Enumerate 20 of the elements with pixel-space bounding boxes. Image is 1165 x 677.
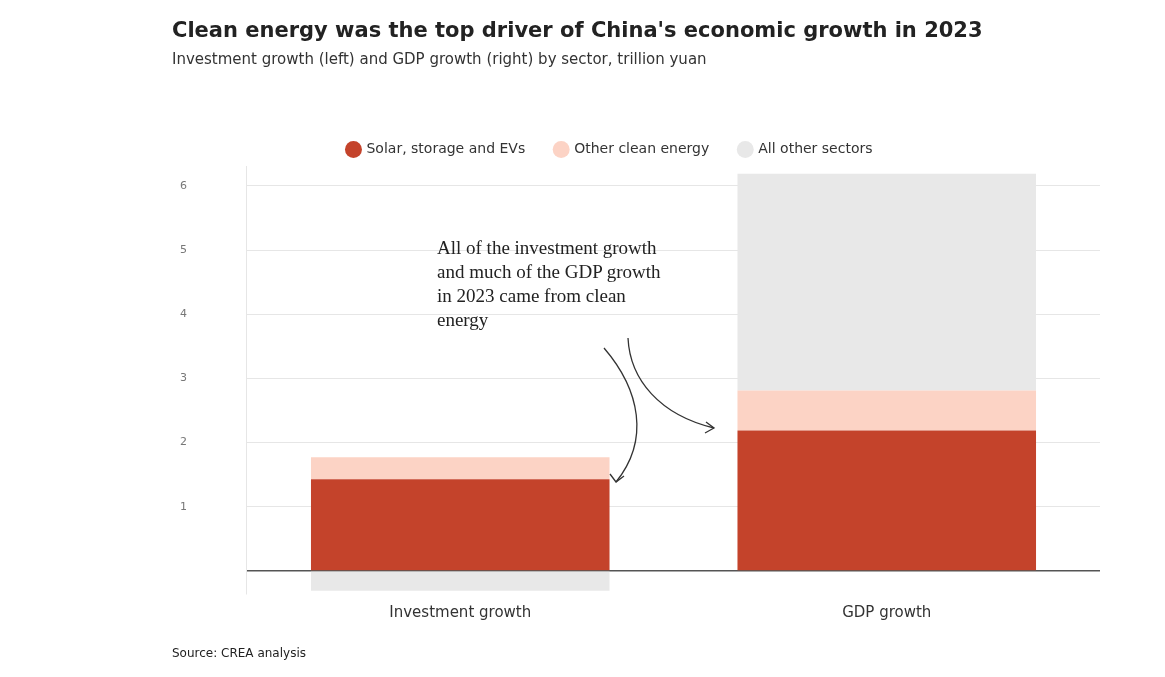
bar — [310, 479, 610, 571]
bar — [737, 390, 1037, 431]
y-tick-label: 4 — [180, 307, 187, 321]
y-tick-label: 1 — [180, 499, 187, 513]
x-tick-label: Investment growth — [389, 603, 532, 622]
y-tick-label: 6 — [180, 178, 187, 192]
annotation: All of the investment growth and much of the GDP growth in 2023 came from clean energy — [437, 236, 662, 332]
source-note: Source: CREA analysis — [172, 646, 306, 660]
legend-label: Solar, storage and EVs — [366, 140, 526, 157]
chart-subtitle: Investment growth (left) and GDP growth (right) by sector, trillion yuan — [172, 50, 707, 68]
y-tick-label: 5 — [180, 242, 187, 256]
y-tick-label: 2 — [180, 435, 187, 449]
chart-title: Clean energy was the top driver of China's economic growth in 2023 — [172, 18, 983, 42]
x-tick-label: GDP growth — [842, 603, 932, 622]
legend-label: Other clean energy — [574, 140, 710, 157]
bar — [737, 430, 1037, 571]
bar — [310, 571, 610, 591]
y-tick-label: 3 — [180, 371, 187, 385]
legend-label: All other sectors — [758, 140, 873, 157]
bar — [310, 457, 610, 480]
